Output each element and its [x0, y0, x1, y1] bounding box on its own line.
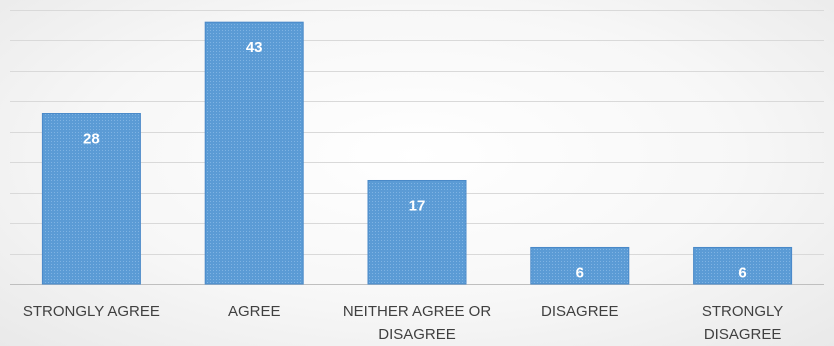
bar-value-label: 6 — [738, 264, 746, 281]
category-label: DISAGREE — [704, 326, 782, 343]
data-labels: 28 43 17 6 6 — [83, 39, 747, 281]
category-label: DISAGREE — [378, 326, 456, 343]
gridlines — [10, 10, 824, 285]
bars — [41, 21, 793, 285]
bar — [41, 113, 141, 285]
category-label: DISAGREE — [541, 303, 619, 320]
bar — [204, 21, 304, 285]
bar-value-label: 43 — [246, 39, 263, 56]
bar — [367, 179, 467, 285]
category-label: STRONGLY AGREE — [23, 303, 160, 320]
category-label: NEITHER AGREE OR — [343, 303, 492, 320]
category-axis: STRONGLY AGREE AGREE NEITHER AGREE OR DISAG… — [23, 303, 783, 343]
category-label: STRONGLY — [702, 303, 783, 320]
bar — [693, 246, 793, 285]
category-label: AGREE — [228, 303, 281, 320]
bar-value-label: 17 — [409, 197, 426, 214]
bar-value-label: 6 — [576, 264, 584, 281]
bar — [530, 246, 630, 285]
bar-value-label: 28 — [83, 131, 100, 148]
